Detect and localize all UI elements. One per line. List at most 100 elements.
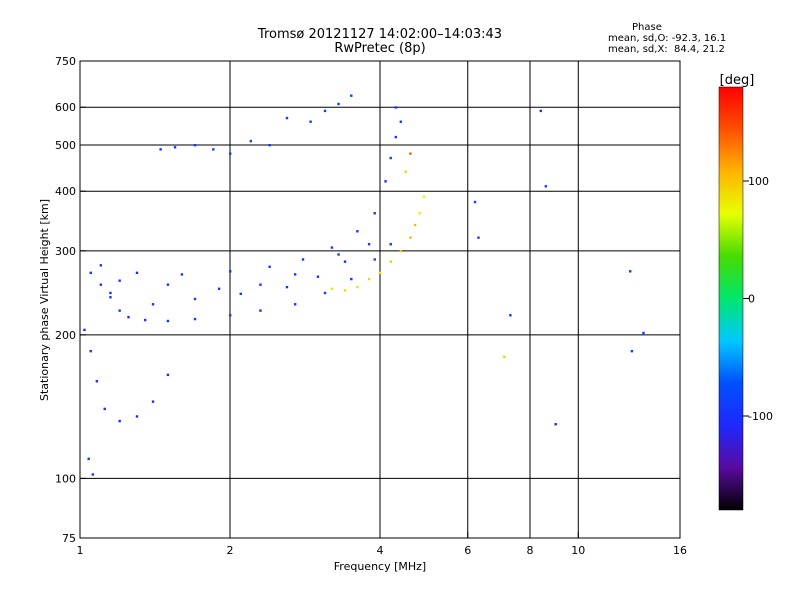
data-point xyxy=(135,415,139,418)
x-axis-ticks: 1 2 4 6 8 10 16 xyxy=(77,532,687,557)
data-point xyxy=(95,380,99,383)
data-point xyxy=(503,355,506,359)
y-tick-label: 750 xyxy=(55,55,76,68)
data-point xyxy=(350,94,353,97)
data-point xyxy=(509,314,512,317)
data-point xyxy=(422,195,426,198)
data-point xyxy=(356,230,359,233)
data-point xyxy=(367,277,371,281)
data-point xyxy=(389,243,392,246)
data-point xyxy=(404,170,407,173)
y-tick-label: 500 xyxy=(55,139,76,152)
colorbar-tick-label: 100 xyxy=(748,175,769,188)
data-point xyxy=(109,296,112,299)
colorbar-tick-label: -100 xyxy=(748,410,773,423)
data-point xyxy=(91,473,95,476)
data-point xyxy=(135,271,139,275)
x-axis-label: Frequency [MHz] xyxy=(334,560,426,573)
data-point xyxy=(343,260,347,263)
data-point xyxy=(127,315,130,319)
data-point xyxy=(418,212,421,215)
phase-heading: Phase xyxy=(632,22,662,33)
data-point xyxy=(384,180,387,183)
data-point xyxy=(409,236,412,239)
data-point xyxy=(539,109,542,113)
data-point xyxy=(394,106,398,109)
data-point xyxy=(83,328,86,332)
data-point xyxy=(259,283,262,286)
y-tick-label: 400 xyxy=(55,185,76,198)
data-point xyxy=(166,373,170,377)
data-point xyxy=(330,246,334,249)
x-tick-label: 6 xyxy=(464,544,471,557)
x-tick-label: 2 xyxy=(227,544,234,557)
data-point xyxy=(285,116,289,120)
data-point xyxy=(337,253,340,256)
data-point xyxy=(473,200,477,204)
data-point xyxy=(409,152,412,155)
data-point xyxy=(373,212,376,215)
data-point xyxy=(159,148,162,151)
data-point xyxy=(554,423,557,426)
chart-subtitle: RwPretec (8p) xyxy=(334,41,426,56)
data-points xyxy=(83,94,645,476)
colorbar-label: [deg] xyxy=(720,73,755,88)
y-tick-label: 100 xyxy=(55,472,76,485)
data-point xyxy=(109,291,112,295)
data-point xyxy=(367,243,371,246)
data-point xyxy=(166,319,170,323)
data-point xyxy=(143,318,147,322)
x-tick-label: 4 xyxy=(377,544,384,557)
data-point xyxy=(193,297,197,301)
data-point xyxy=(89,271,92,275)
data-point xyxy=(229,270,232,273)
data-point xyxy=(193,143,197,147)
y-tick-label: 200 xyxy=(55,329,76,342)
x-tick-label: 16 xyxy=(673,544,687,557)
data-point xyxy=(259,309,262,312)
x-tick-label: 10 xyxy=(571,544,585,557)
data-point xyxy=(330,287,334,290)
data-point xyxy=(285,285,289,289)
data-point xyxy=(99,264,103,267)
grid-lines xyxy=(80,61,680,538)
data-point xyxy=(544,185,548,188)
data-point xyxy=(99,283,103,286)
data-point xyxy=(477,236,480,239)
data-point xyxy=(316,275,320,278)
colorbar-tick-label: 0 xyxy=(748,293,755,306)
colorbar-ticks: 100 0 -100 xyxy=(743,175,773,423)
data-point xyxy=(118,419,121,423)
data-point xyxy=(630,349,634,353)
data-point xyxy=(642,331,645,335)
data-point xyxy=(166,283,170,286)
data-point xyxy=(268,143,271,147)
data-point xyxy=(193,317,197,321)
data-point xyxy=(249,139,253,143)
y-tick-label: 600 xyxy=(55,101,76,114)
data-point xyxy=(103,407,106,411)
data-point xyxy=(229,152,232,155)
data-point xyxy=(389,156,392,160)
data-point xyxy=(323,109,327,113)
data-point xyxy=(217,287,221,290)
data-point xyxy=(118,309,121,312)
data-point xyxy=(323,291,327,295)
data-point xyxy=(229,314,232,317)
y-axis-label: Stationary phase Virtual Height [km] xyxy=(38,199,51,401)
data-point xyxy=(173,146,177,149)
data-point xyxy=(268,265,271,268)
data-point xyxy=(301,258,305,261)
data-point xyxy=(394,135,398,139)
data-point xyxy=(413,223,417,227)
data-point xyxy=(389,260,392,263)
data-point xyxy=(212,148,215,151)
colorbar xyxy=(718,86,744,511)
data-point xyxy=(87,457,90,461)
data-point xyxy=(180,273,184,276)
data-point xyxy=(239,292,242,296)
data-point xyxy=(118,279,121,282)
data-point xyxy=(356,285,359,289)
data-point xyxy=(399,120,403,123)
